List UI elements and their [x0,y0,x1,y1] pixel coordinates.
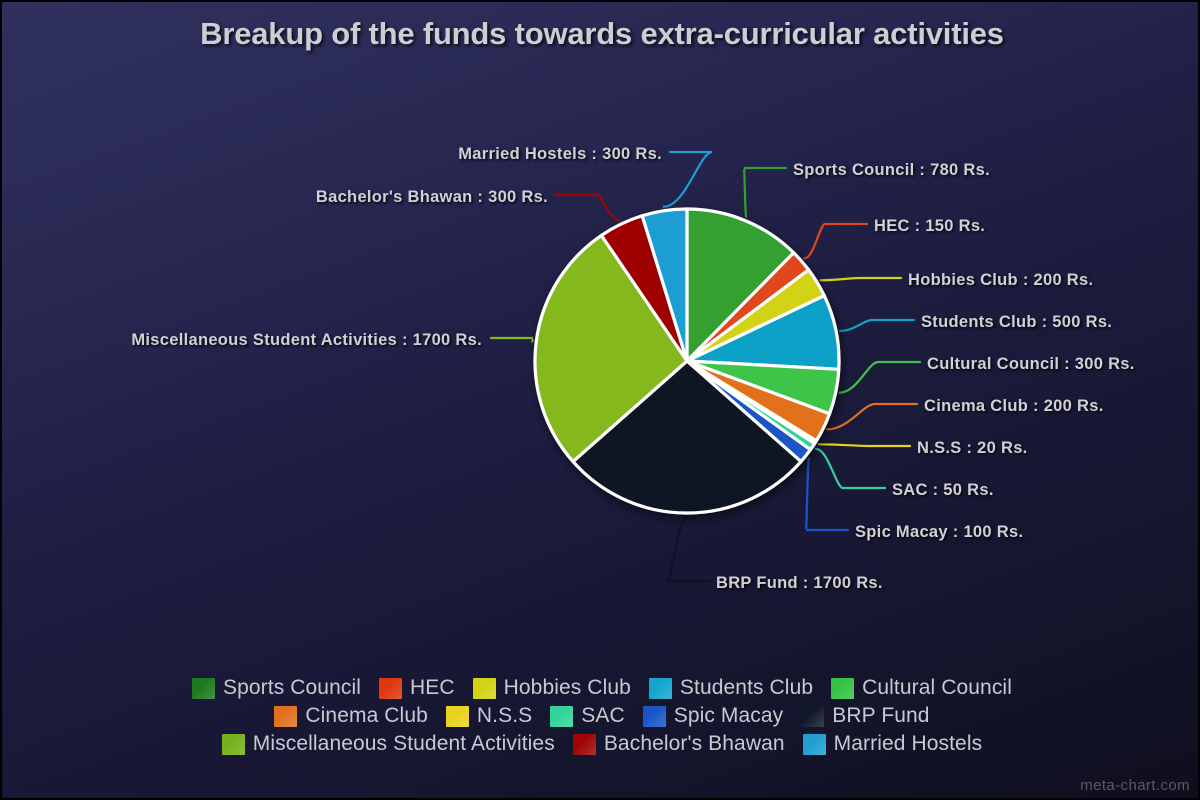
legend-label: Bachelor's Bhawan [603,732,785,755]
callout-married-hostels: Married Hostels : 300 Rs. [458,145,662,163]
watermark: meta-chart.com [1080,777,1190,794]
legend-swatch-icon [802,733,826,755]
leader-line [838,360,922,394]
legend-item[interactable]: Cultural Council [831,676,1012,700]
legend-item[interactable]: Miscellaneous Student Activities [221,732,555,756]
leader-line [819,276,903,282]
callout-hec: HEC : 150 Rs. [874,217,986,235]
leader-line [803,222,869,260]
callout-cultural-council: Cultural Council : 300 Rs. [927,355,1135,373]
leader-line [662,150,713,208]
legend-label: Married Hostels [833,732,983,755]
legend-swatch-icon [801,705,825,727]
legend-label: Spic Macay [673,704,784,727]
leader-line [814,447,887,490]
leader-lines [489,150,922,583]
legend-item[interactable]: Married Hostels [802,732,983,756]
pie-slice[interactable] [685,207,796,363]
callout-bachelors-bhawan: Bachelor's Bhawan : 300 Rs. [315,188,548,206]
leader-line [489,336,535,343]
legend-item[interactable]: Sports Council [192,676,361,700]
pie-slice[interactable] [533,233,689,464]
chart-title: Breakup of the funds towards extra-curri… [200,16,1004,51]
legend-label: Cinema Club [305,704,428,727]
callout-sac: SAC : 50 Rs. [892,481,994,499]
legend-item[interactable]: HEC [378,676,455,700]
pie-slice[interactable] [640,207,689,363]
callout-nss: N.S.S : 20 Rs. [917,439,1028,457]
callout-spic-macay: Spic Macay : 100 Rs. [855,523,1024,541]
legend-label: SAC [581,704,625,727]
legend-item[interactable]: SAC [550,704,625,728]
leader-line [742,166,788,218]
leader-line [553,193,621,222]
pie-slice[interactable] [571,359,803,515]
legend-swatch-icon [472,677,496,699]
legend-item[interactable]: Spic Macay [642,704,784,728]
legend-swatch-icon [648,677,672,699]
legend-label: Students Club [679,676,814,699]
legend-item[interactable]: Cinema Club [274,704,428,728]
legend-swatch-icon [550,705,574,727]
callout-students-club: Students Club : 500 Rs. [921,313,1113,331]
leader-line [665,515,711,583]
legend-swatch-icon [192,677,216,699]
legend-item[interactable]: BRP Fund [801,704,929,728]
callout-sports-council: Sports Council : 780 Rs. [793,161,990,179]
legend-row: Miscellaneous Student Activities Bachelor… [2,730,1198,758]
legend-swatch-icon [831,677,855,699]
legend-label: Miscellaneous Student Activities [252,732,555,755]
leader-line [839,318,916,332]
legend-swatch-icon [378,677,402,699]
legend-label: N.S.S [476,704,533,727]
legend-item[interactable]: Bachelor's Bhawan [572,732,785,756]
legend-swatch-icon [572,733,596,755]
legend-row: Cinema Club N.S.S SAC Spic Macay BRP Fund [2,702,1198,730]
legend-label: BRP Fund [832,704,930,727]
legend-item[interactable]: N.S.S [445,704,533,728]
legend-row: Sports Council HEC Hobbies Club Students Cl… [2,674,1198,702]
legend-item[interactable]: Students Club [648,676,814,700]
callout-hobbies-club: Hobbies Club : 200 Rs. [908,271,1094,289]
callout-cinema-club: Cinema Club : 200 Rs. [924,397,1104,415]
legend-label: Sports Council [223,676,361,699]
legend-label: Hobbies Club [503,676,631,699]
pie-slices [533,207,841,515]
chart-legend: Sports Council HEC Hobbies Club Students Cl… [2,674,1198,758]
callout-brp-fund: BRP Fund : 1700 Rs. [716,574,883,592]
leader-line [817,443,912,448]
leader-line [826,402,919,431]
legend-label: HEC [409,676,455,699]
legend-swatch-icon [221,733,245,755]
legend-swatch-icon [445,705,469,727]
callout-miscellaneous: Miscellaneous Student Activities : 1700 … [131,331,482,349]
legend-swatch-icon [642,705,666,727]
legend-swatch-icon [274,705,298,727]
legend-label: Cultural Council [862,676,1012,699]
leader-line [804,457,850,532]
legend-item[interactable]: Hobbies Club [472,676,631,700]
